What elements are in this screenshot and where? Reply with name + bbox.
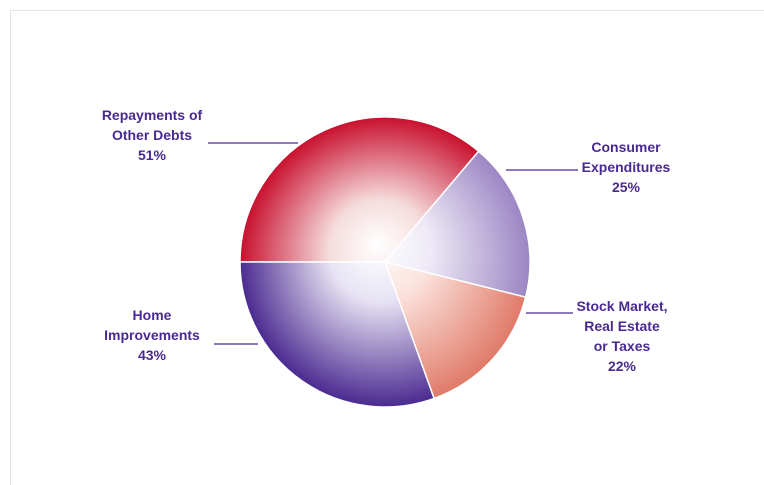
slice-label-0: Other Debts: [112, 127, 192, 143]
slice-label-1: Consumer: [591, 139, 661, 155]
pie-slice-3: [239, 261, 436, 408]
slice-label-0: Repayments of: [102, 107, 203, 123]
slice-label-3: Improvements: [104, 327, 200, 343]
slice-percent-0: 51%: [138, 147, 167, 163]
slice-percent-2: 22%: [608, 358, 637, 374]
slice-label-3: Home: [133, 307, 172, 323]
slice-label-2: Stock Market,: [576, 298, 667, 314]
slice-label-2: or Taxes: [594, 338, 651, 354]
slice-label-1: Expenditures: [582, 159, 671, 175]
slice-labels: Repayments of Other Debts 51% Consumer Expen…: [102, 107, 671, 374]
pie-slices: [239, 116, 531, 408]
slice-percent-1: 25%: [612, 179, 641, 195]
chart-frame: [10, 10, 764, 485]
pie-slice-1: [383, 150, 531, 299]
slice-percent-3: 43%: [138, 347, 167, 363]
pie-slice-2: [383, 260, 527, 400]
leader-lines: [208, 142, 578, 345]
slice-label-2: Real Estate: [584, 318, 660, 334]
pie-slice-0: [239, 116, 480, 263]
